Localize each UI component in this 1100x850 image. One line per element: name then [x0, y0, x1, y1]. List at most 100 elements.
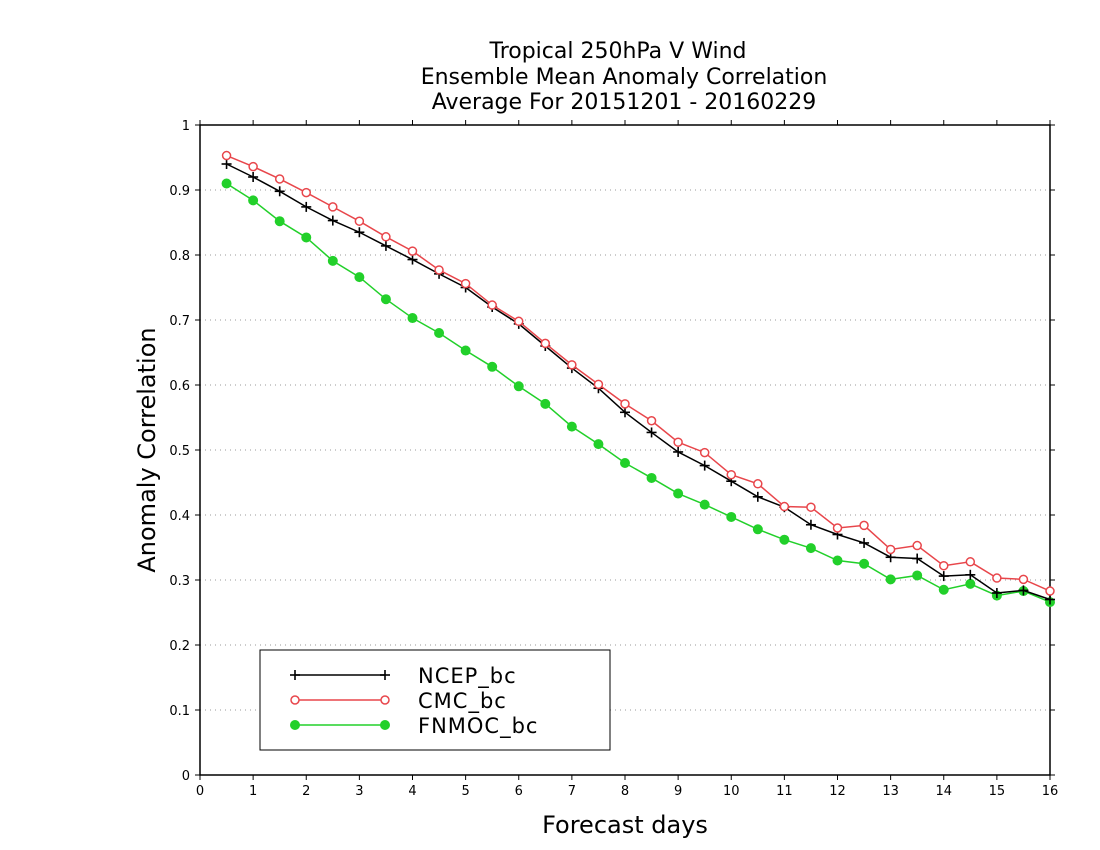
data-point-fnmoc-bc: [540, 398, 551, 409]
y-axis-label: Anomaly Correlation: [133, 327, 161, 572]
legend-item-fnmoc-bc: FNMOC_bc: [290, 714, 538, 739]
data-point-fnmoc-bc: [327, 255, 338, 266]
legend-item-ncep-bc: NCEP_bc: [290, 664, 516, 689]
data-point-cmc-bc: [885, 544, 896, 555]
data-point-ncep-bc: [380, 240, 391, 251]
data-point-fnmoc-bc: [752, 524, 763, 535]
data-point-fnmoc-bc: [859, 558, 870, 569]
data-point-fnmoc-bc: [965, 578, 976, 589]
series-line-ncep-bc: [226, 163, 1051, 601]
series-line-fnmoc-bc: [226, 182, 1051, 603]
data-point-cmc-bc: [992, 573, 1002, 583]
data-point-cmc-bc: [726, 469, 736, 480]
legend-marker-ncep-bc: [290, 670, 300, 680]
data-point-fnmoc-bc: [593, 439, 604, 450]
x-tick-label: 10: [723, 784, 740, 799]
data-point-fnmoc-bc: [673, 488, 684, 499]
data-point-fnmoc-bc: [912, 570, 923, 581]
data-point-cmc-bc: [434, 265, 444, 275]
data-point-ncep-bc: [965, 569, 976, 580]
series-layer: [221, 150, 1055, 608]
data-point-cmc-bc: [753, 479, 763, 489]
x-tick-label: 2: [302, 784, 310, 799]
data-point-cmc-bc: [779, 501, 790, 512]
x-tick-label: 11: [776, 784, 793, 799]
x-tick-label: 14: [935, 784, 952, 799]
data-point-cmc-bc: [540, 338, 551, 349]
data-point-fnmoc-bc: [805, 543, 816, 554]
data-point-cmc-bc: [912, 540, 922, 551]
series-ncep-bc: [221, 159, 1055, 605]
y-tick-label: 0.1: [169, 704, 190, 719]
chart-title-line-1: Tropical 250hPa V Wind: [488, 39, 746, 64]
y-tick-label: 0.7: [169, 314, 190, 329]
series-cmc-bc: [221, 150, 1055, 596]
y-tick-label: 0.3: [169, 574, 190, 589]
legend-item-cmc-bc: CMC_bc: [290, 689, 507, 714]
data-point-cmc-bc: [328, 202, 338, 212]
data-point-ncep-bc: [221, 159, 232, 169]
x-tick-label: 4: [408, 784, 416, 799]
x-tick-label: 7: [568, 784, 576, 799]
data-point-fnmoc-bc: [380, 294, 391, 305]
x-tick-label: 8: [621, 784, 629, 799]
data-point-ncep-bc: [1018, 585, 1029, 596]
data-point-ncep-bc: [859, 537, 870, 548]
data-point-cmc-bc: [301, 187, 311, 198]
data-point-fnmoc-bc: [221, 178, 232, 189]
data-point-cmc-bc: [806, 502, 816, 512]
data-point-ncep-bc: [248, 172, 259, 182]
data-point-fnmoc-bc: [726, 511, 737, 522]
data-point-fnmoc-bc: [274, 216, 285, 227]
data-point-cmc-bc: [514, 316, 524, 327]
data-point-fnmoc-bc: [566, 421, 577, 432]
data-point-cmc-bc: [620, 399, 630, 409]
data-point-cmc-bc: [381, 232, 391, 242]
grid: [200, 189, 1050, 711]
data-point-cmc-bc: [1045, 586, 1055, 596]
y-tick-label: 0.4: [169, 509, 190, 524]
x-tick-label: 3: [355, 784, 363, 799]
y-tick-label: 0.8: [169, 249, 190, 264]
data-point-ncep-bc: [673, 446, 684, 457]
data-point-fnmoc-bc: [699, 499, 710, 510]
data-point-ncep-bc: [991, 588, 1002, 598]
x-tick-label: 1: [249, 784, 257, 799]
x-tick-label: 15: [989, 784, 1006, 799]
legend-marker-fnmoc-bc: [290, 720, 300, 730]
data-point-ncep-bc: [274, 186, 285, 197]
data-point-fnmoc-bc: [938, 584, 949, 595]
data-point-fnmoc-bc: [885, 574, 896, 585]
legend-label-fnmoc-bc: FNMOC_bc: [418, 714, 538, 739]
x-tick-label: 5: [461, 784, 469, 799]
data-point-cmc-bc: [487, 300, 497, 310]
data-point-cmc-bc: [354, 216, 365, 226]
data-point-cmc-bc: [859, 520, 869, 531]
data-point-ncep-bc: [752, 491, 763, 502]
y-tick-label: 0.2: [169, 639, 190, 654]
data-point-fnmoc-bc: [487, 361, 498, 372]
x-tick-label: 6: [515, 784, 523, 799]
chart-title-line-3: Average For 20151201 - 20160229: [432, 90, 817, 115]
data-point-cmc-bc: [407, 246, 418, 256]
legend-label-cmc-bc: CMC_bc: [418, 689, 507, 714]
axis-ticks: 00.10.20.30.40.50.60.70.80.910 1 2 3 4 5 6 7 8 9 1…: [169, 119, 1058, 799]
x-tick-label: 9: [674, 784, 682, 799]
data-point-cmc-bc: [567, 360, 577, 370]
data-point-cmc-bc: [248, 161, 258, 172]
data-point-ncep-bc: [699, 460, 710, 471]
data-point-ncep-bc: [407, 254, 418, 265]
chart-title-line-2: Ensemble Mean Anomaly Correlation: [421, 65, 828, 90]
data-point-ncep-bc: [620, 407, 630, 418]
y-tick-label: 0.5: [169, 444, 190, 459]
data-point-ncep-bc: [805, 519, 816, 530]
y-tick-label: 1: [182, 119, 190, 134]
data-point-cmc-bc: [646, 416, 657, 426]
data-point-ncep-bc: [301, 201, 312, 212]
data-point-fnmoc-bc: [301, 232, 312, 243]
x-tick-label: 0: [196, 784, 204, 799]
data-point-fnmoc-bc: [620, 458, 630, 468]
x-axis-label: Forecast days: [542, 811, 708, 839]
y-tick-label: 0: [182, 769, 190, 784]
